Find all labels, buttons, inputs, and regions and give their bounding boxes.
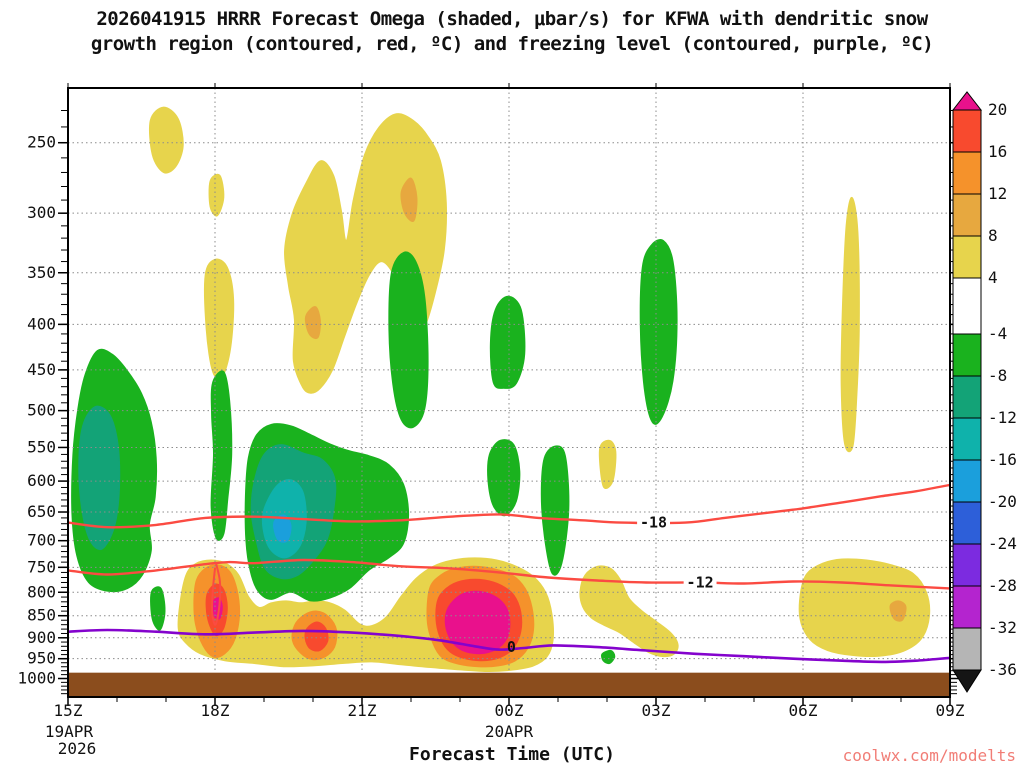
y-tick-label: 500 (27, 401, 56, 420)
contour-line-dendritic-minus12C-spur-18Z (211, 562, 222, 626)
colorbar-tick-label: -16 (988, 450, 1017, 469)
y-tick-label: 450 (27, 360, 56, 379)
colorbar-cell (952, 417, 982, 461)
shaded-region-yellow-02-03Z-lowlevel (579, 565, 679, 658)
colorbar-cell (952, 585, 982, 629)
shaded-region-yellow-280hPa-18Z (208, 173, 225, 217)
colorbar-cell (952, 501, 982, 545)
colorbar-cell (952, 235, 982, 279)
shaded-region-green-sliver-17Z-low (150, 586, 166, 631)
x-tick-label: 03Z (642, 701, 671, 720)
shaded-region-orange-spot-400hPa-20Z (304, 306, 321, 340)
shaded-region-yellow-02Z-575hPa (598, 439, 617, 489)
y-tick-label: 950 (27, 649, 56, 668)
shaded-region-orange-spot-290hPa-22Z (400, 177, 418, 222)
colorbar-tick-label: 20 (988, 100, 1007, 119)
colorbar-bottom-arrow (952, 669, 982, 693)
colorbar-tick-label: -20 (988, 492, 1017, 511)
contour-lines: -18 -12 0 (68, 483, 950, 664)
colorbar-tick-label: -28 (988, 576, 1017, 595)
y-tick-label: 600 (27, 471, 56, 490)
shaded-region-red-core-20Z (304, 621, 329, 652)
colorbar-cell (952, 193, 982, 237)
date-label-20apr: 20APR (484, 722, 534, 741)
contour-label-dendritic-minus18C: -18 (640, 514, 667, 532)
y-tick-label: 350 (27, 263, 56, 282)
colorbar-cell (952, 459, 982, 503)
shaded-region-green-00Z-400hPa (489, 295, 526, 389)
colorbar-cell (952, 109, 982, 153)
date-label-2026: 2026 (57, 739, 97, 758)
x-tick-label: 18Z (201, 701, 230, 720)
colorbar-cell (952, 543, 982, 587)
shaded-omega-regions (71, 106, 931, 673)
chart-title-line2: growth region (contoured, red, ºC) and f… (90, 33, 934, 55)
colorbar-cell (952, 151, 982, 195)
colorbar-tick-label: -32 (988, 618, 1017, 637)
y-tick-label: 750 (27, 557, 56, 576)
chart-title-line1: 2026041915 HRRR Forecast Omega (shaded, … (96, 8, 928, 30)
grid-lines (67, 88, 951, 697)
x-tick-label: 15Z (54, 701, 83, 720)
shaded-region-yellow-07Z-column (840, 196, 860, 453)
contour-line-dendritic-minus12C (68, 558, 950, 590)
colorbar-tick-label: 4 (988, 268, 998, 287)
colorbar: 20 16 12 8 4 -4 -8 -12 -16 -20 -24 -28 -32 -36 (951, 91, 1017, 693)
shaded-region-magenta-core-00Z (444, 590, 511, 655)
y-tick-label: 400 (27, 314, 56, 333)
contour-label-dendritic-minus12C: -12 (687, 573, 714, 591)
colorbar-tick-label: -12 (988, 408, 1017, 427)
colorbar-tick-label: 16 (988, 142, 1007, 161)
x-tick-label: 09Z (936, 701, 965, 720)
colorbar-cell (952, 375, 982, 419)
terrain-fill (68, 672, 950, 697)
y-tick-label: 800 (27, 582, 56, 601)
contour-label-bg (637, 513, 670, 532)
axis-tick-labels: 250 300 350 400 450 500 550 600 650 700 750 800 850 9… (17, 133, 964, 720)
x-tick-label: 21Z (348, 701, 377, 720)
shaded-region-yellow-250hPa-16Z (149, 106, 184, 174)
y-tick-label: 900 (27, 628, 56, 647)
x-tick-label: 06Z (789, 701, 818, 720)
x-tick-label: 00Z (495, 701, 524, 720)
shaded-region-yellow-06-08Z-lowlevel (798, 558, 931, 658)
colorbar-tick-label: -24 (988, 534, 1017, 553)
colorbar-tick-label: -8 (988, 366, 1007, 385)
shaded-region-blue-central-core (273, 514, 292, 543)
shaded-region-yellow-400hPa-18Z (204, 258, 235, 380)
date-label-19apr: 19APR (44, 722, 94, 741)
colorbar-cell (952, 277, 982, 335)
contour-label-freezing-level-0C: 0 (507, 638, 516, 656)
contour-line-freezing-level-0C (68, 628, 950, 664)
watermark-text: coolwx.com/modelts (842, 746, 1016, 765)
shaded-region-green-00Z-600hPa (487, 439, 521, 517)
colorbar-tick-label: -36 (988, 660, 1017, 679)
shaded-region-green-18Z-column (210, 370, 233, 541)
colorbar-tick-label: -4 (988, 324, 1007, 343)
contour-label-bg (683, 573, 717, 592)
y-tick-label: 250 (27, 133, 56, 152)
colorbar-top-arrow (951, 91, 983, 111)
shaded-region-green-03Z-column (639, 238, 678, 425)
y-tick-label: 700 (27, 531, 56, 550)
colorbar-tick-label: 8 (988, 226, 998, 245)
colorbar-tick-label: 12 (988, 184, 1007, 203)
colorbar-cell (952, 627, 982, 671)
y-tick-label: 300 (27, 203, 56, 222)
colorbar-cell (952, 333, 982, 377)
shaded-region-orange-spot-845hPa-08Z (889, 600, 907, 622)
y-tick-label: 650 (27, 502, 56, 521)
contour-line-dendritic-minus18C (68, 483, 950, 529)
shaded-region-green-arm-22Z (388, 251, 429, 429)
y-tick-label: 1000 (17, 669, 56, 688)
shaded-region-green-01Z-650hPa (540, 445, 570, 576)
shaded-region-green-dot-02Z-945hPa (601, 649, 616, 665)
x-axis-title: Forecast Time (UTC) (409, 744, 615, 765)
y-tick-label: 550 (27, 437, 56, 456)
y-tick-label: 850 (27, 606, 56, 625)
